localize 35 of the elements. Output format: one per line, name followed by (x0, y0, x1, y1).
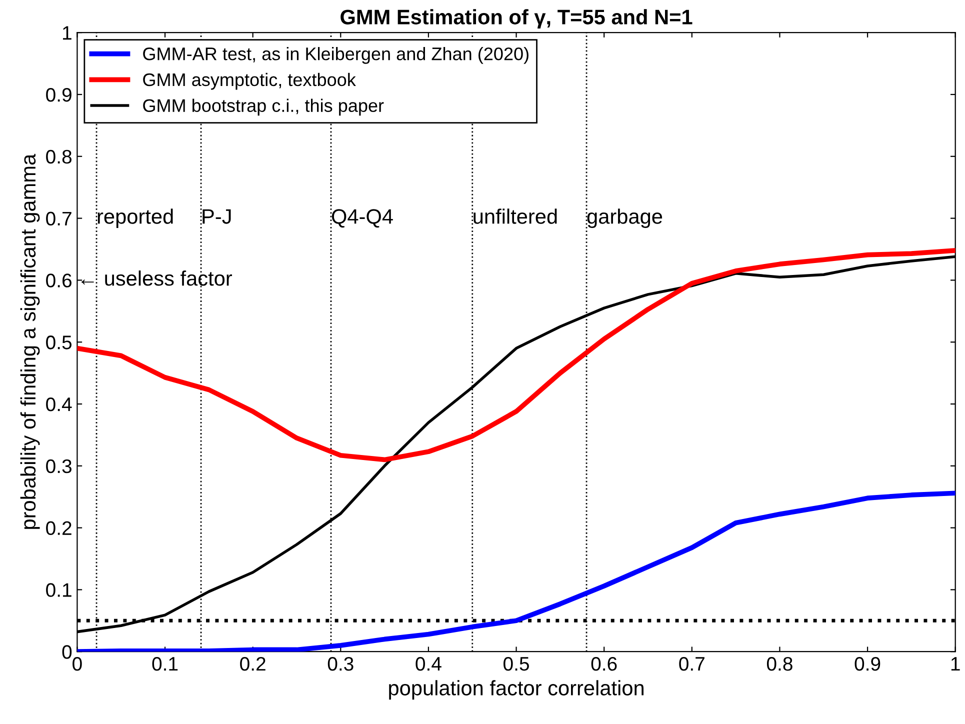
y-tick-label: 0.2 (46, 521, 72, 536)
legend-label: GMM-AR test, as in Kleibergen and Zhan (2020) (143, 47, 528, 64)
y-tick-label: 0 (62, 645, 72, 659)
y-tick-label: 0.3 (46, 459, 72, 474)
x-tick-label: 0.3 (328, 656, 354, 671)
ref-line-label: reported (98, 208, 173, 228)
ref-line-label: garbage (587, 208, 662, 228)
ref-line-label: Q4-Q4 (332, 209, 393, 228)
x-tick-label: 0.9 (854, 656, 880, 671)
x-tick-label: 0.2 (240, 656, 266, 671)
y-tick-label: 0.1 (46, 583, 72, 597)
annotation: ← useless factor (81, 270, 232, 286)
line-series (77, 248, 956, 462)
x-tick-label: 1 (951, 657, 960, 671)
y-tick-label: 0.6 (46, 274, 72, 288)
y-tick-label: 1 (63, 26, 72, 40)
x-tick-label: 0.4 (416, 656, 442, 671)
y-tick-label: 0.7 (46, 212, 72, 226)
y-tick-label: 0.4 (46, 397, 72, 412)
x-tick-label: 0.7 (679, 656, 704, 671)
x-axis-title: population factor correlation (389, 680, 644, 700)
x-tick-label: 0.8 (766, 656, 792, 671)
y-axis-title: probability of finding a significant gamma (20, 154, 40, 529)
ref-line-label: unfiltered (474, 208, 557, 224)
chart-title: GMM Estimation of γ, T=55 and N=1 (340, 9, 692, 29)
ref-line-label: P-J (202, 209, 231, 224)
y-tick-label: 0.8 (46, 150, 72, 164)
legend-label: GMM asymptotic, textbook (143, 72, 356, 90)
y-tick-label: 0.9 (46, 88, 72, 102)
x-tick-label: 0.1 (152, 656, 178, 671)
legend-label: GMM bootstrap c.i., this paper (143, 98, 384, 116)
x-tick-label: 0.6 (591, 656, 617, 671)
y-tick-label: 0.5 (46, 336, 72, 350)
x-tick-label: 0 (72, 656, 82, 671)
x-tick-label: 0.5 (504, 656, 529, 671)
